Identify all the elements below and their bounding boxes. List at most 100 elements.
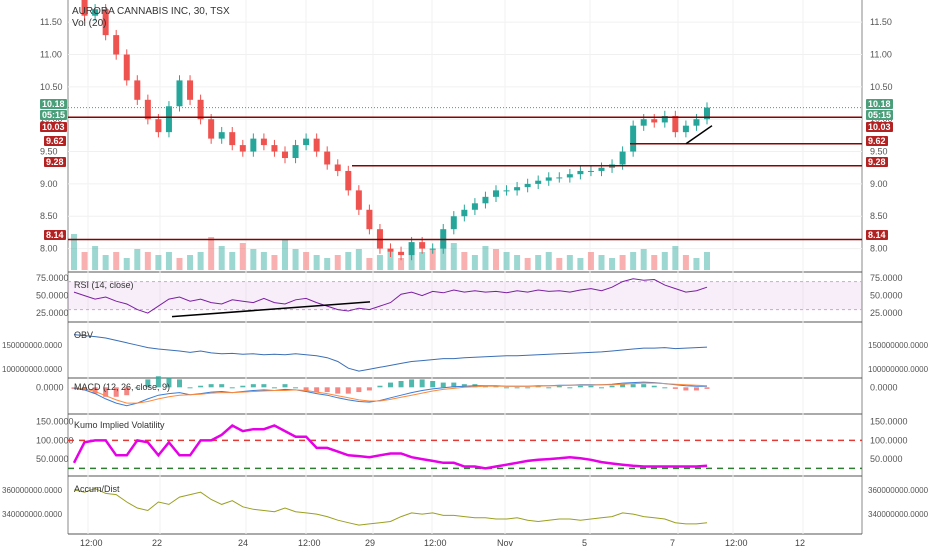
macd-tick-left: 0.0000 bbox=[36, 382, 64, 392]
volume-bar bbox=[693, 258, 700, 270]
volume-title: Vol (20) bbox=[72, 18, 107, 29]
volume-bar bbox=[609, 258, 616, 270]
candle-body bbox=[630, 125, 637, 152]
price-tick-right: 11.00 bbox=[870, 50, 892, 60]
level-8-14-left: 8.14 bbox=[44, 230, 66, 240]
volume-bar bbox=[102, 255, 109, 270]
candle-body bbox=[123, 54, 130, 81]
candle-body bbox=[514, 187, 521, 191]
macd-histogram-bar bbox=[461, 384, 467, 388]
candle-body bbox=[682, 125, 689, 133]
candle-body bbox=[471, 203, 478, 210]
macd-histogram-bar bbox=[250, 384, 256, 388]
price-tick-left: 11.00 bbox=[40, 50, 62, 60]
candle-body bbox=[366, 209, 373, 230]
volume-bar bbox=[366, 258, 373, 270]
macd-histogram-bar bbox=[672, 387, 678, 389]
candle-body bbox=[334, 164, 341, 171]
candle-body bbox=[408, 242, 415, 256]
macd-histogram-bar bbox=[440, 382, 446, 388]
rsi-tick-right: 25.0000 bbox=[870, 308, 903, 318]
macd-histogram-bar bbox=[451, 382, 457, 388]
candle-body bbox=[260, 138, 267, 146]
candle-body bbox=[218, 132, 225, 139]
x-axis-tick: 12:00 bbox=[725, 538, 748, 548]
macd-histogram-bar bbox=[651, 385, 657, 388]
level-9-62-right: 9.62 bbox=[866, 136, 888, 146]
candle-body bbox=[229, 132, 236, 146]
volume-bar bbox=[450, 243, 457, 270]
level-10-03-left: 10.03 bbox=[40, 122, 67, 132]
macd-histogram-bar bbox=[166, 377, 172, 388]
macd-histogram-bar bbox=[92, 387, 98, 394]
candle-body bbox=[250, 138, 257, 152]
volume-bar bbox=[524, 258, 531, 270]
volume-bar bbox=[134, 249, 141, 270]
level-9-62-left: 9.62 bbox=[44, 136, 66, 146]
macd-histogram-bar bbox=[271, 387, 277, 389]
volume-bar bbox=[566, 255, 573, 270]
rsi-title: RSI (14, close) bbox=[74, 280, 134, 290]
x-axis-tick: 22 bbox=[152, 538, 162, 548]
kumo-title: Kumo Implied Volatility bbox=[74, 420, 165, 430]
obv-tick-left: 100000000.0000 bbox=[2, 365, 63, 374]
macd-histogram-bar bbox=[419, 379, 425, 388]
macd-histogram-bar bbox=[293, 387, 299, 389]
candle-body bbox=[271, 145, 278, 152]
kumo-tick-left: 50.0000 bbox=[36, 454, 69, 464]
macd-histogram-bar bbox=[504, 387, 510, 389]
accdist-tick-right: 340000000.0000 bbox=[868, 510, 929, 519]
x-axis-tick: 24 bbox=[238, 538, 248, 548]
volume-bar bbox=[545, 252, 552, 270]
macd-histogram-bar bbox=[630, 384, 636, 388]
candle-body bbox=[704, 107, 710, 120]
candle-body bbox=[165, 106, 172, 133]
macd-histogram-bar bbox=[556, 385, 562, 388]
price-trendline bbox=[685, 125, 713, 145]
candle-body bbox=[176, 80, 183, 107]
candle-body bbox=[197, 99, 204, 120]
candle-body bbox=[303, 138, 310, 146]
level-9-28-left: 9.28 bbox=[44, 157, 66, 167]
volume-bar bbox=[672, 246, 679, 270]
x-axis-tick: 7 bbox=[670, 538, 675, 548]
macd-histogram-bar bbox=[356, 387, 362, 393]
volume-bar bbox=[260, 252, 267, 270]
x-axis-tick: 12:00 bbox=[80, 538, 103, 548]
macd-histogram-bar bbox=[314, 387, 320, 393]
rsi-tick-left: 75.0000 bbox=[36, 273, 69, 283]
volume-bar bbox=[155, 255, 162, 270]
macd-histogram-bar bbox=[177, 379, 182, 388]
macd-signal-line bbox=[73, 382, 708, 404]
volume-bar bbox=[471, 255, 478, 270]
x-axis-tick: 12 bbox=[795, 538, 805, 548]
candle-body bbox=[693, 119, 700, 126]
volume-bar bbox=[271, 255, 278, 270]
volume-bar bbox=[81, 252, 88, 270]
macd-histogram-bar bbox=[662, 387, 668, 389]
kumo-tick-right: 100.0000 bbox=[870, 435, 908, 445]
level-9-28-right: 9.28 bbox=[866, 157, 888, 167]
kumo-tick-right: 150.0000 bbox=[870, 417, 908, 427]
candle-body bbox=[313, 138, 320, 152]
macd-histogram-bar bbox=[282, 384, 288, 388]
kumo-tick-left: 150.0000 bbox=[36, 417, 74, 427]
volume-bar bbox=[429, 249, 436, 270]
x-axis-tick: 5 bbox=[582, 538, 587, 548]
candle-body bbox=[661, 115, 668, 123]
level-10-03-right: 10.03 bbox=[866, 122, 893, 132]
macd-histogram-bar bbox=[588, 385, 594, 388]
candle-body bbox=[155, 119, 162, 133]
candle-body bbox=[619, 151, 626, 165]
volume-bar bbox=[630, 252, 637, 270]
volume-bar bbox=[577, 258, 584, 270]
macd-histogram-bar bbox=[577, 385, 583, 388]
macd-histogram-bar bbox=[303, 387, 309, 391]
candle-body bbox=[81, 0, 88, 16]
volume-bar bbox=[71, 234, 77, 270]
candle-body bbox=[92, 9, 99, 16]
last-price-left: 10.18 bbox=[40, 99, 67, 109]
accdist-title: Accum/Dist bbox=[74, 484, 120, 494]
